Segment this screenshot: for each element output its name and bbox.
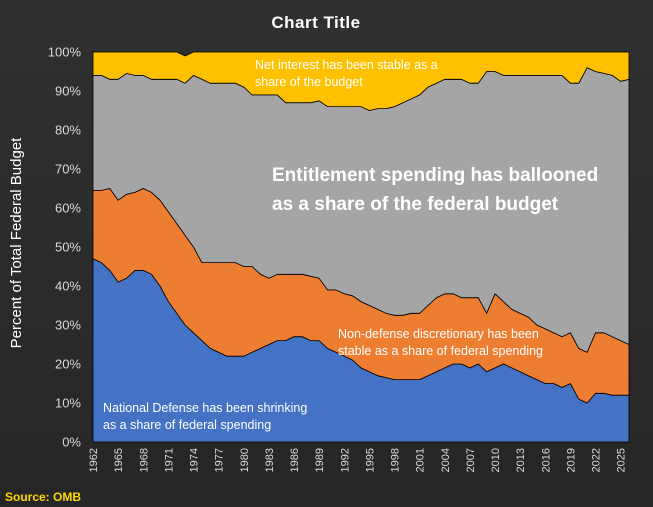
- chart-title: Chart Title: [271, 13, 360, 32]
- y-tick-label: 80%: [55, 123, 81, 138]
- y-tick-label: 20%: [55, 357, 81, 372]
- x-tick-label: 2001: [415, 448, 427, 472]
- x-tick-label: 1971: [163, 448, 175, 472]
- x-tick-label: 1974: [189, 448, 201, 472]
- x-tick-label: 2007: [465, 448, 477, 472]
- x-tick-label: 1995: [364, 448, 376, 472]
- y-axis-label: Percent of Total Federal Budget: [8, 137, 25, 349]
- x-tick-label: 2013: [515, 448, 527, 472]
- area-interest: [92, 51, 630, 111]
- annotations: Net interest has been stable as a share o…: [103, 58, 598, 432]
- x-tick-label: 1965: [113, 448, 125, 472]
- annotation-interest: Net interest has been stable as a share o…: [255, 58, 438, 89]
- x-tick-label: 2016: [540, 448, 552, 472]
- x-tick-label: 1968: [138, 448, 150, 472]
- source-note: Source: OMB: [5, 490, 81, 504]
- x-tick-label: 2019: [565, 448, 577, 472]
- x-tick-label: 1980: [239, 448, 251, 472]
- annotation-defense: National Defense has been shrinking as a …: [103, 401, 307, 432]
- x-tick-label: 1986: [289, 448, 301, 472]
- x-tick-label: 1992: [339, 448, 351, 472]
- y-tick-label: 70%: [55, 162, 81, 177]
- area-layers: [92, 51, 630, 443]
- x-axis-ticks: 1962 1965 1968 1971 1974 1977 1980 1983 1986 1989…: [88, 448, 628, 472]
- annotation-entitlements: Entitlement spending has ballooned as a s…: [272, 165, 598, 215]
- x-tick-label: 1998: [390, 448, 402, 472]
- x-tick-label: 2010: [490, 448, 502, 472]
- x-tick-label: 2004: [440, 448, 452, 472]
- annotation-nondefense: Non-defense discretionary has been stable…: [338, 327, 543, 358]
- y-tick-label: 10%: [55, 396, 81, 411]
- y-tick-label: 30%: [55, 318, 81, 333]
- y-tick-label: 90%: [55, 84, 81, 99]
- x-tick-label: 1962: [88, 448, 100, 472]
- x-tick-label: 1977: [214, 448, 226, 472]
- x-tick-label: 1989: [314, 448, 326, 472]
- x-tick-label: 1983: [264, 448, 276, 472]
- y-tick-label: 40%: [55, 279, 81, 294]
- y-tick-label: 0%: [62, 435, 81, 450]
- x-tick-label: 2022: [591, 448, 603, 472]
- y-tick-label: 50%: [55, 240, 81, 255]
- y-tick-label: 100%: [48, 45, 82, 60]
- y-axis-ticks: 0% 10% 20% 30% 40% 50% 60% 70% 80% 90% 100%: [48, 45, 82, 450]
- y-tick-label: 60%: [55, 201, 81, 216]
- x-tick-label: 2025: [616, 448, 628, 472]
